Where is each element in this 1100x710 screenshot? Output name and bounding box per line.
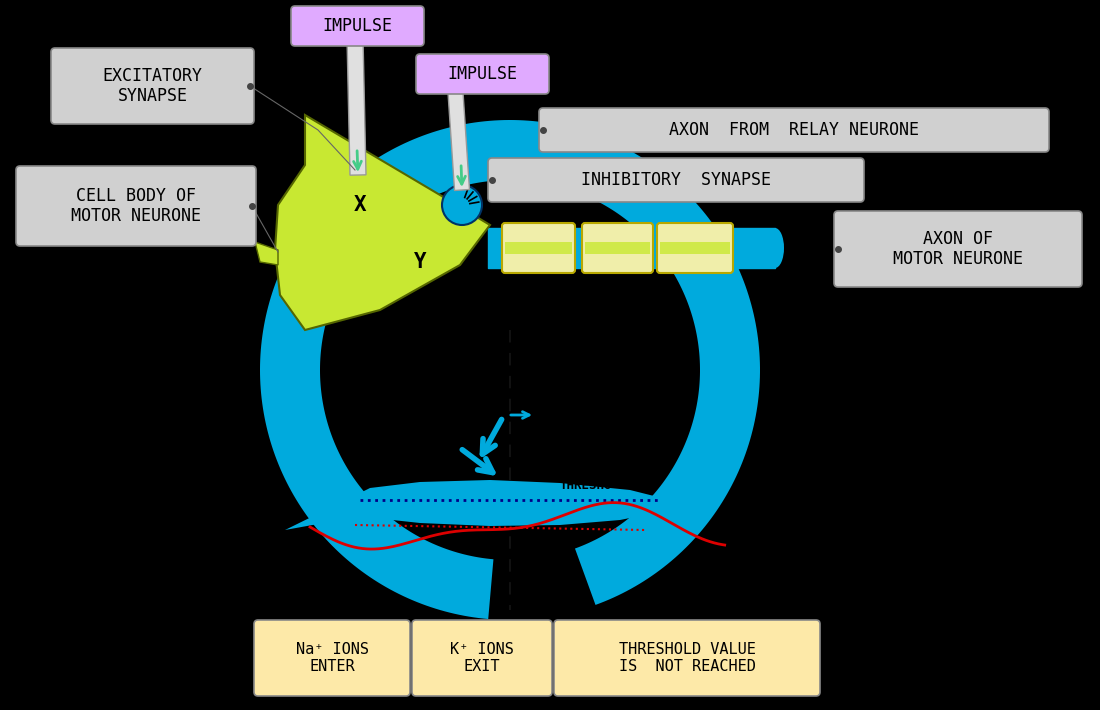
Text: K⁺ IONS
EXIT: K⁺ IONS EXIT [450,642,514,674]
Text: EXCITATORY
SYNAPSE: EXCITATORY SYNAPSE [102,67,202,105]
FancyBboxPatch shape [554,620,820,696]
Text: AXON  FROM  RELAY NEURONE: AXON FROM RELAY NEURONE [669,121,918,139]
Text: X: X [354,195,366,215]
FancyBboxPatch shape [254,620,410,696]
Polygon shape [346,38,366,175]
Text: THRESHO: THRESHO [560,479,613,492]
Text: IMPULSE: IMPULSE [448,65,517,83]
Bar [660,242,730,254]
Polygon shape [255,242,278,265]
Text: Y: Y [414,252,427,272]
Polygon shape [285,498,350,530]
FancyBboxPatch shape [51,48,254,124]
FancyBboxPatch shape [16,166,256,246]
Text: IMPULSE: IMPULSE [322,17,393,35]
FancyBboxPatch shape [539,108,1049,152]
Text: THRESHOLD VALUE
IS  NOT REACHED: THRESHOLD VALUE IS NOT REACHED [618,642,756,674]
Text: AXON OF
MOTOR NEURONE: AXON OF MOTOR NEURONE [893,229,1023,268]
FancyBboxPatch shape [412,620,552,696]
Bar [585,242,650,254]
FancyBboxPatch shape [416,54,549,94]
Polygon shape [446,55,470,190]
FancyBboxPatch shape [582,223,653,273]
FancyBboxPatch shape [834,211,1082,287]
FancyBboxPatch shape [488,158,864,202]
FancyBboxPatch shape [657,223,733,273]
Text: INHIBITORY  SYNAPSE: INHIBITORY SYNAPSE [581,171,771,189]
Text: Na⁺ IONS
ENTER: Na⁺ IONS ENTER [296,642,369,674]
FancyBboxPatch shape [502,223,575,273]
Bar [505,242,572,254]
Polygon shape [260,120,760,619]
Ellipse shape [766,228,784,268]
Polygon shape [340,480,670,526]
Circle shape [442,185,482,225]
Text: CELL BODY OF
MOTOR NEURONE: CELL BODY OF MOTOR NEURONE [72,187,201,225]
FancyBboxPatch shape [292,6,424,46]
Polygon shape [275,115,490,330]
